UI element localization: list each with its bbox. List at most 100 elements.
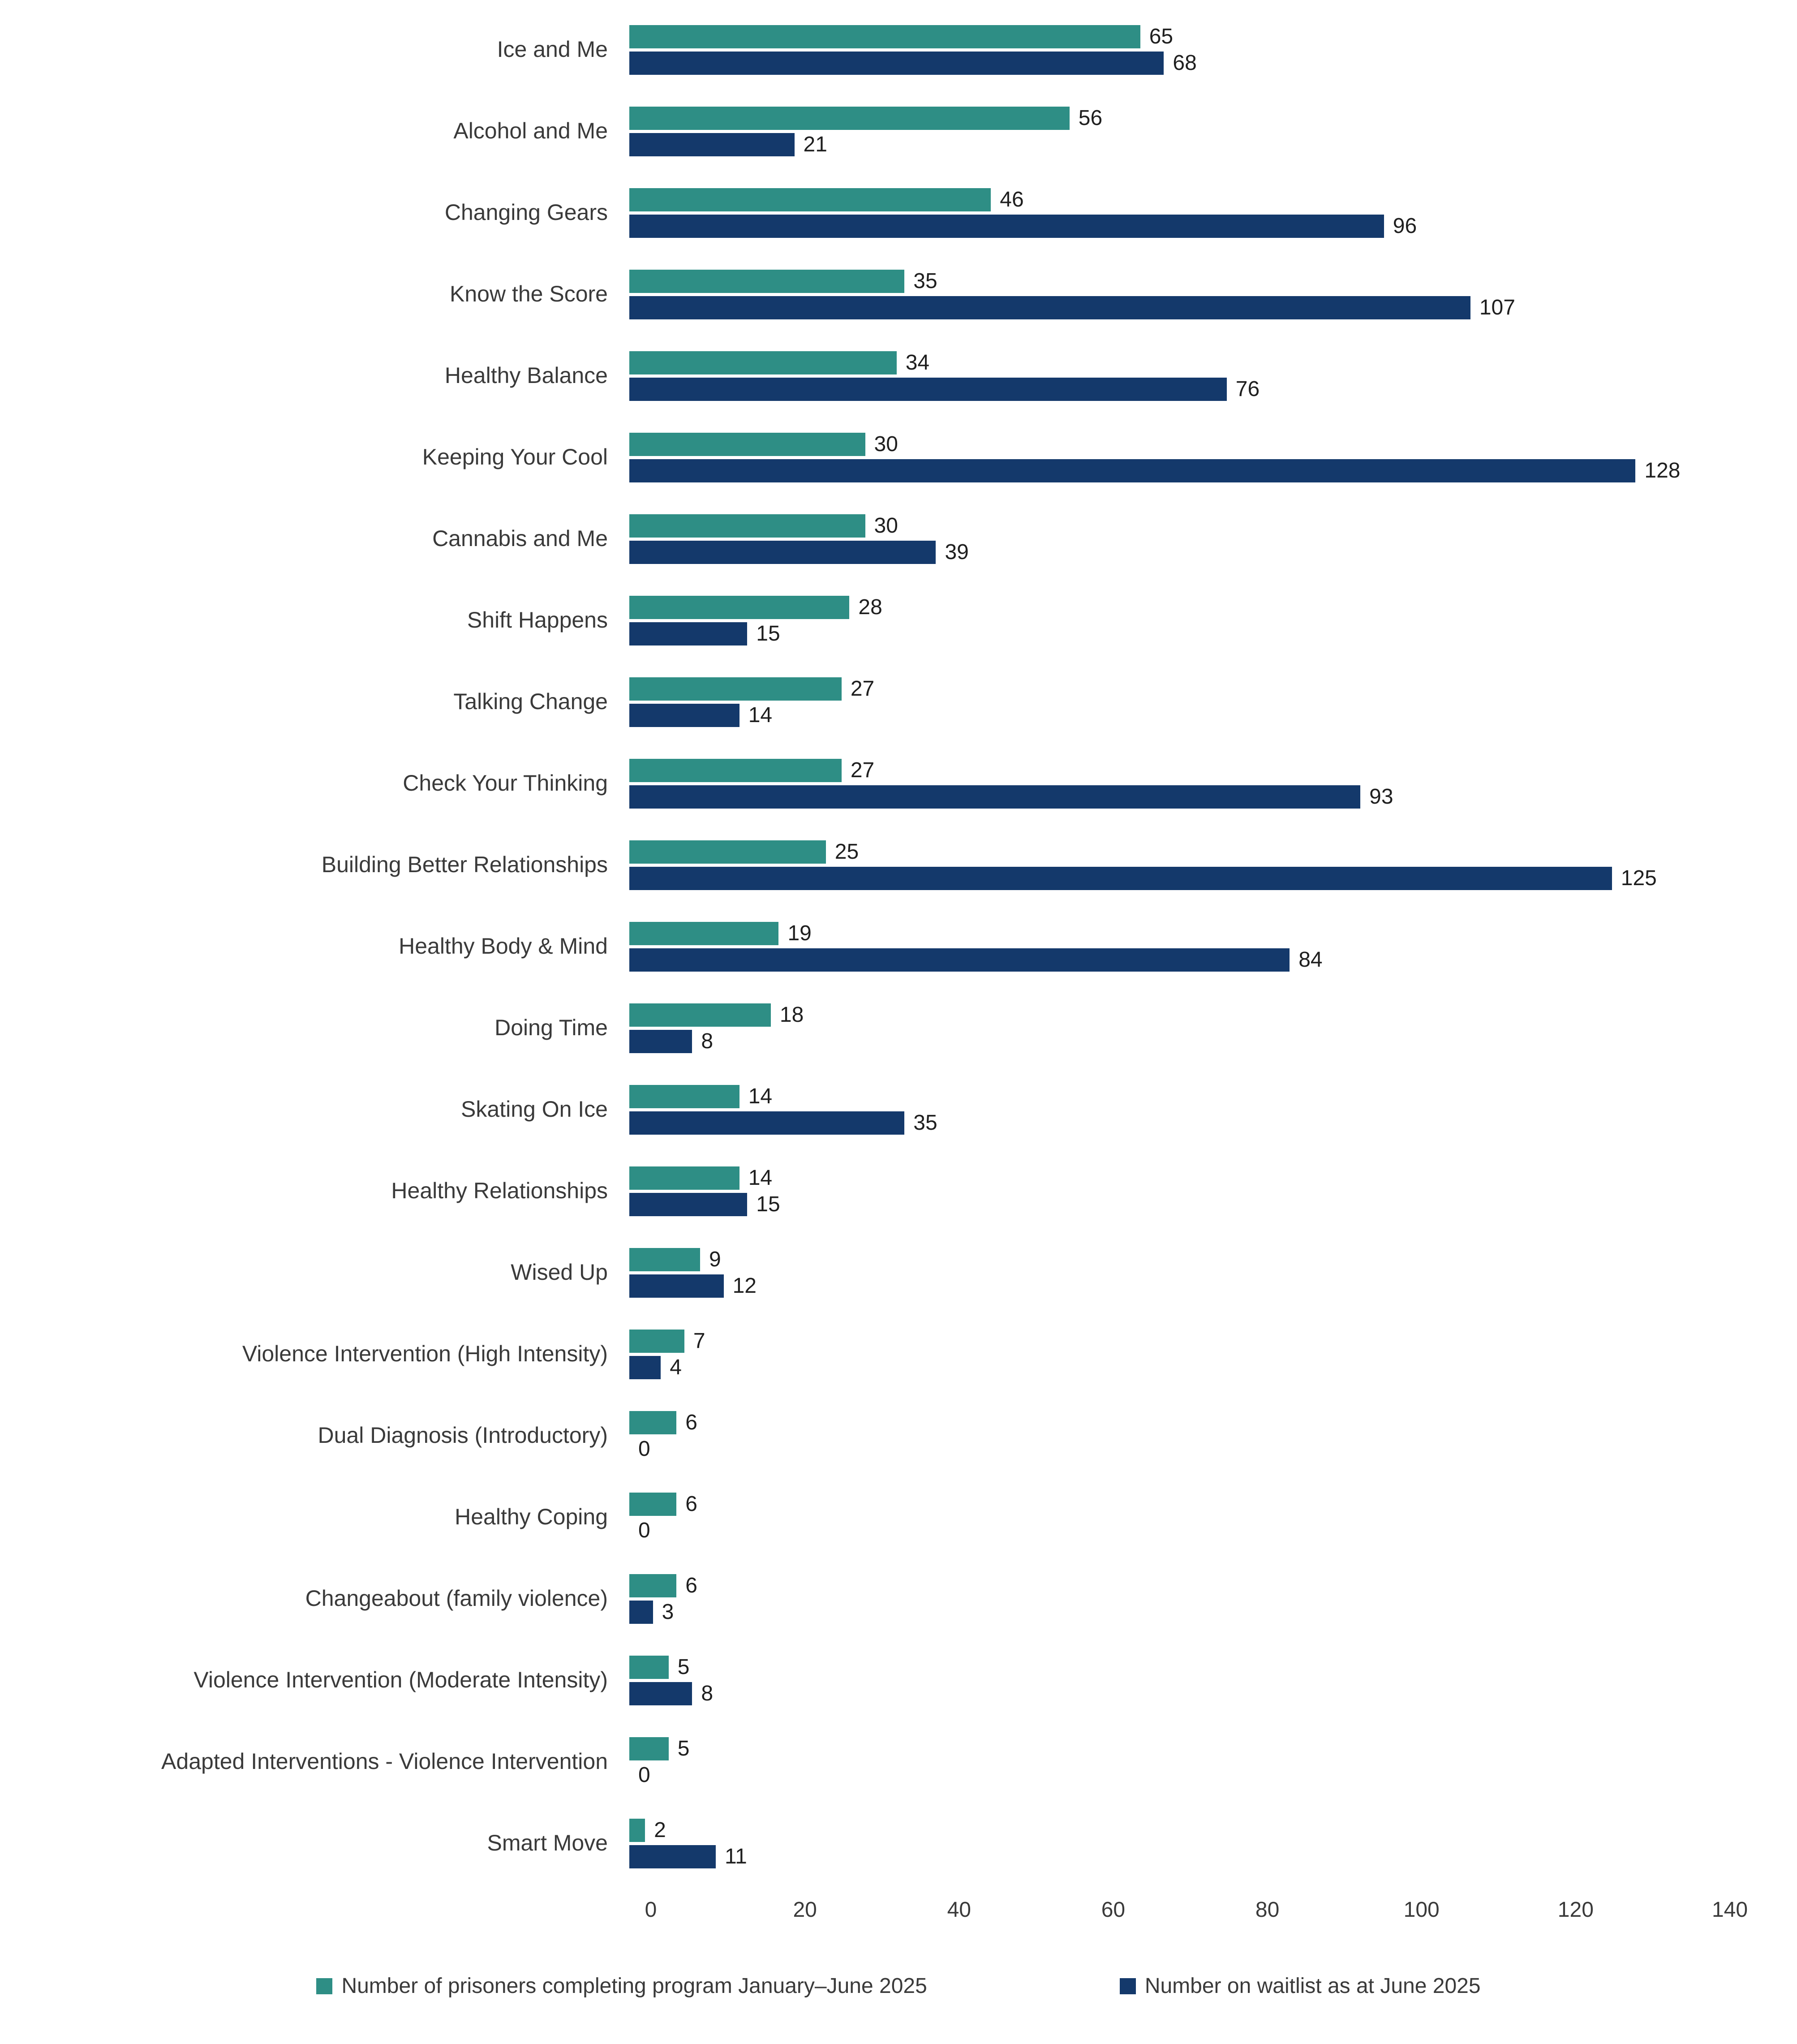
chart-row: Healthy Balance 34 76: [18, 335, 1730, 417]
completed-bar-line: 14: [629, 1166, 1730, 1190]
value-label: 56: [1078, 106, 1103, 130]
value-label: 14: [748, 1084, 773, 1108]
category-label: Ice and Me: [497, 37, 608, 62]
waitlist-bar-line: 68: [629, 51, 1730, 75]
chart-row: Healthy Coping 6 0: [18, 1476, 1730, 1558]
waitlist-bar: [629, 1600, 653, 1624]
completed-bar: [629, 1818, 645, 1842]
completed-bar-line: 46: [629, 188, 1730, 211]
bar-group: 27 93: [629, 743, 1730, 824]
category-label: Dual Diagnosis (Introductory): [318, 1423, 608, 1448]
completed-bar: [629, 1084, 739, 1108]
category-label: Changing Gears: [444, 200, 608, 225]
completed-bar: [629, 758, 842, 782]
x-axis-tick: 100: [1403, 1898, 1440, 1922]
grouped-bar-chart: Ice and Me 65 68 Alcohol and Me 56 21 Changing…: [18, 9, 1748, 1922]
legend: Number of prisoners completing program J…: [0, 1947, 1797, 2034]
waitlist-bar: [629, 296, 1470, 319]
value-label: 21: [803, 133, 827, 156]
bar-group: 9 12: [629, 1232, 1730, 1313]
category-label: Skating On Ice: [461, 1097, 608, 1122]
value-label: 0: [638, 1519, 650, 1542]
waitlist-bar-line: 0: [629, 1763, 1730, 1787]
waitlist-bar-line: 96: [629, 214, 1730, 238]
completed-bar-line: 9: [629, 1248, 1730, 1271]
category-label: Alcohol and Me: [453, 118, 608, 144]
legend-item-completed: Number of prisoners completing program J…: [316, 1974, 927, 1998]
value-label: 65: [1149, 25, 1174, 48]
chart-row: Shift Happens 28 15: [18, 580, 1730, 661]
value-label: 6: [685, 1411, 697, 1434]
completed-bar-line: 5: [629, 1737, 1730, 1760]
value-label: 128: [1644, 459, 1681, 482]
category-label: Healthy Coping: [455, 1504, 608, 1530]
value-label: 19: [787, 921, 812, 945]
category-label: Shift Happens: [467, 607, 608, 633]
waitlist-bar-line: 15: [629, 622, 1730, 645]
category-label: Building Better Relationships: [321, 852, 608, 878]
waitlist-bar-line: 107: [629, 296, 1730, 319]
bar-group: 25 125: [629, 824, 1730, 906]
waitlist-bar-line: 11: [629, 1845, 1730, 1868]
waitlist-bar-line: 8: [629, 1029, 1730, 1053]
chart-row: Adapted Interventions - Violence Interve…: [18, 1721, 1730, 1803]
value-label: 18: [779, 1003, 804, 1027]
waitlist-bar: [629, 1682, 692, 1705]
value-label: 8: [701, 1029, 714, 1053]
completed-bar: [629, 595, 850, 619]
completed-bar: [629, 514, 865, 538]
value-label: 8: [701, 1682, 714, 1705]
value-label: 34: [905, 351, 930, 374]
bar-group: 2 11: [629, 1803, 1730, 1884]
value-label: 5: [677, 1737, 690, 1760]
completed-bar-line: 30: [629, 514, 1730, 538]
waitlist-bar: [629, 1355, 661, 1379]
value-label: 68: [1173, 51, 1197, 75]
value-label: 46: [1000, 188, 1024, 211]
value-label: 25: [834, 840, 859, 864]
value-label: 2: [654, 1818, 666, 1842]
completed-bar-line: 2: [629, 1818, 1730, 1842]
completed-bar: [629, 106, 1070, 130]
waitlist-bar-line: 3: [629, 1600, 1730, 1624]
waitlist-bar: [629, 1274, 724, 1298]
chart-row: Know the Score 35 107: [18, 254, 1730, 335]
category-label: Healthy Relationships: [391, 1178, 608, 1204]
legend-swatch-icon: [316, 1978, 333, 1994]
value-label: 4: [670, 1355, 682, 1379]
bar-group: 65 68: [629, 9, 1730, 90]
category-label: Smart Move: [487, 1830, 608, 1856]
chart-row: Doing Time 18 8: [18, 987, 1730, 1069]
waitlist-bar-line: 8: [629, 1682, 1730, 1705]
value-label: 93: [1369, 785, 1393, 809]
category-label: Changeabout (family violence): [305, 1586, 608, 1611]
x-axis-tick: 60: [1101, 1898, 1126, 1922]
bar-group: 56 21: [629, 90, 1730, 172]
x-axis-tick: 20: [793, 1898, 817, 1922]
bar-group: 27 14: [629, 661, 1730, 743]
completed-bar-line: 18: [629, 1003, 1730, 1027]
category-label: Doing Time: [494, 1015, 608, 1041]
bar-group: 14 15: [629, 1150, 1730, 1232]
value-label: 27: [850, 758, 875, 782]
waitlist-bar-line: 14: [629, 703, 1730, 727]
bar-group: 34 76: [629, 335, 1730, 417]
value-label: 84: [1298, 948, 1323, 972]
value-label: 5: [677, 1655, 690, 1679]
chart-row: Alcohol and Me 56 21: [18, 90, 1730, 172]
waitlist-bar: [629, 1029, 692, 1053]
value-label: 96: [1393, 214, 1417, 238]
waitlist-bar: [629, 377, 1227, 401]
waitlist-bar-line: 128: [629, 459, 1730, 482]
x-axis-tick: 140: [1711, 1898, 1748, 1922]
completed-bar-line: 25: [629, 840, 1730, 864]
legend-item-waitlist: Number on waitlist as at June 2025: [1119, 1974, 1481, 1998]
value-label: 7: [693, 1329, 705, 1353]
waitlist-bar: [629, 1192, 748, 1216]
waitlist-bar: [629, 51, 1164, 75]
chart-row: Violence Intervention (High Intensity) 7 4: [18, 1313, 1730, 1395]
waitlist-bar-line: 15: [629, 1192, 1730, 1216]
bar-group: 35 107: [629, 254, 1730, 335]
